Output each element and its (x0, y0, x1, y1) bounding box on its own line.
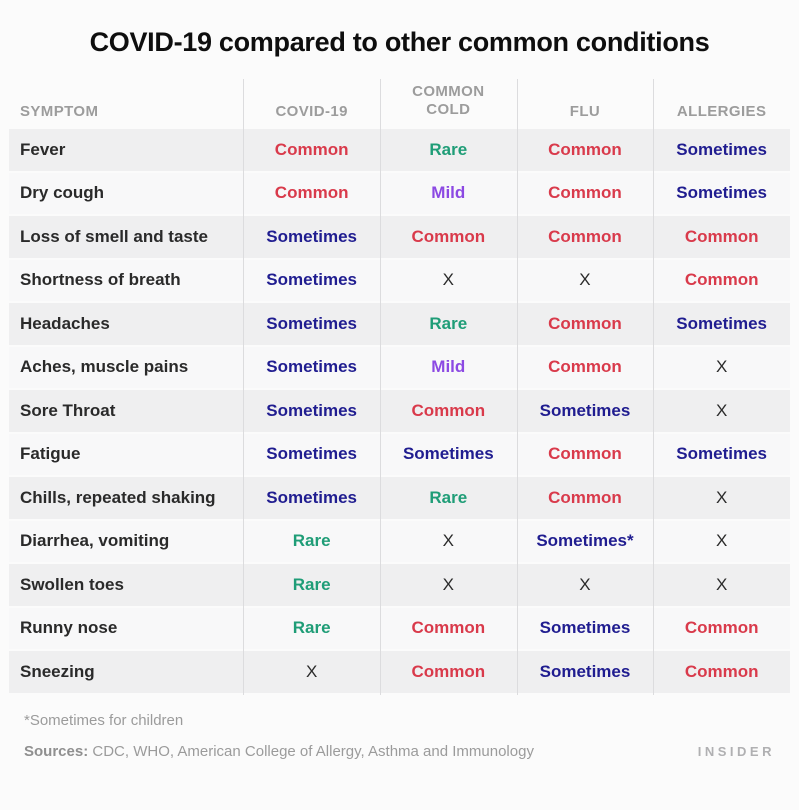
value-cell: X (442, 531, 454, 551)
value-cell: Rare (292, 531, 331, 551)
symptom-cell: Sneezing (20, 661, 95, 681)
value-cell: Sometimes (676, 444, 767, 464)
value-cell: Rare (429, 487, 468, 507)
value-cell: Sometimes (539, 618, 631, 638)
value-cell: Sometimes (266, 357, 357, 377)
symptom-table: SYMPTOM COVID-19 COMMON COLD FLU ALLERGI… (9, 79, 790, 695)
value-cell: Common (684, 661, 759, 681)
header-cell-common-cold: COMMON COLD (380, 83, 517, 121)
value-cell: Common (548, 183, 622, 203)
table-row: Diarrhea, vomiting Rare X Sometimes* X (9, 520, 790, 564)
header-cell-covid-19: COVID-19 (243, 103, 380, 120)
value-cell: Common (274, 183, 349, 203)
value-cell: Sometimes (266, 226, 357, 246)
value-cell: Rare (429, 313, 468, 333)
header-label: COMMON COLD (412, 82, 485, 119)
value-cell: Sometimes (266, 444, 357, 464)
symptom-cell: Shortness of breath (20, 270, 181, 290)
value-cell: Sometimes (266, 487, 357, 507)
value-cell: Sometimes (676, 139, 767, 159)
value-cell: Sometimes (266, 270, 357, 290)
value-cell: Sometimes (676, 313, 767, 333)
value-cell: Common (548, 226, 622, 246)
sources-line: Sources: CDC, WHO, American College of A… (24, 743, 775, 760)
footnote: *Sometimes for children (24, 711, 184, 729)
value-cell: X (442, 574, 454, 594)
header-label: ALLERGIES (676, 103, 767, 120)
value-cell: X (715, 487, 728, 507)
sources-label: Sources: (24, 742, 89, 760)
value-cell: Common (411, 661, 486, 681)
header-label: SYMPTOM (20, 103, 99, 120)
value-cell: Sometimes (539, 400, 631, 420)
value-cell: X (442, 270, 454, 290)
value-cell: Mild (431, 357, 466, 377)
table-row: Dry cough Common Mild Common Sometimes (9, 172, 790, 216)
value-cell: Mild (431, 183, 466, 203)
symptom-cell: Loss of smell and taste (20, 226, 208, 246)
symptom-cell: Dry cough (20, 183, 105, 203)
symptom-cell: Fever (20, 139, 66, 159)
value-cell: X (715, 574, 728, 594)
page: { "chart_data": { "type": "table", "titl… (0, 27, 799, 810)
table-row: Sneezing X Common Sometimes Common (9, 651, 790, 695)
value-cell: Sometimes (676, 183, 767, 203)
table-row: Chills, repeated shaking Sometimes Rare Com… (9, 477, 790, 521)
table-row: Shortness of breath Sometimes X X Common (9, 259, 790, 303)
header-cell-allergies: ALLERGIES (653, 103, 790, 120)
value-cell: X (715, 357, 728, 377)
header-cell-flu: FLU (517, 103, 654, 120)
value-cell: Common (411, 226, 486, 246)
value-cell: Sometimes (266, 313, 357, 333)
value-cell: Rare (292, 618, 331, 638)
table-row: Fatigue Sometimes Sometimes Common Sometimes (9, 433, 790, 477)
value-cell: Common (684, 618, 759, 638)
table-row: Aches, muscle pains Sometimes Mild Common X (9, 346, 790, 390)
symptom-cell: Chills, repeated shaking (20, 487, 216, 507)
value-cell: Common (684, 226, 759, 246)
value-cell: Common (274, 139, 349, 159)
symptom-cell: Headaches (20, 313, 110, 333)
symptom-cell: Fatigue (20, 444, 81, 464)
table-row: Headaches Sometimes Rare Common Sometimes (9, 303, 790, 347)
value-cell: X (579, 574, 591, 594)
value-cell: Rare (429, 139, 468, 159)
table-row: Swollen toes Rare X X X (9, 564, 790, 608)
table-header: SYMPTOM COVID-19 COMMON COLD FLU ALLERGI… (9, 79, 790, 129)
chart-title: COVID-19 compared to other common condit… (89, 27, 710, 57)
value-cell: X (305, 661, 318, 681)
header-label: FLU (569, 103, 601, 120)
table-row: Loss of smell and taste Sometimes Common Co… (9, 216, 790, 260)
table-body: Fever Common Rare Common Sometimes Dry cough C… (9, 129, 790, 695)
header-label: COVID-19 (275, 103, 348, 120)
value-cell: Sometimes (402, 444, 494, 464)
sources-text: CDC, WHO, American College of Allergy, A… (92, 742, 534, 760)
value-cell: Common (548, 487, 622, 507)
symptom-cell: Sore Throat (20, 400, 116, 420)
value-cell: Sometimes (539, 661, 631, 681)
value-cell: Rare (292, 574, 331, 594)
sources-text-wrap: Sources: CDC, WHO, American College of A… (24, 743, 534, 760)
value-cell: X (579, 270, 591, 290)
brand-logo: INSIDER (697, 743, 775, 759)
value-cell: Sometimes* (536, 531, 634, 551)
symptom-cell: Aches, muscle pains (20, 357, 189, 377)
value-cell: Common (548, 139, 622, 159)
symptom-cell: Diarrhea, vomiting (20, 531, 170, 551)
value-cell: Common (548, 444, 622, 464)
value-cell: X (715, 531, 728, 551)
table-row: Runny nose Rare Common Sometimes Common (9, 607, 790, 651)
table-row: Fever Common Rare Common Sometimes (9, 129, 790, 173)
header-cell-symptom: SYMPTOM (9, 103, 243, 120)
value-cell: Common (548, 313, 622, 333)
value-cell: Common (411, 618, 486, 638)
table-row: Sore Throat Sometimes Common Sometimes X (9, 390, 790, 434)
symptom-cell: Swollen toes (20, 574, 124, 594)
value-cell: Common (411, 400, 486, 420)
value-cell: Common (548, 357, 622, 377)
value-cell: Sometimes (266, 400, 357, 420)
value-cell: X (715, 400, 728, 420)
value-cell: Common (684, 270, 759, 290)
symptom-cell: Runny nose (20, 618, 118, 638)
